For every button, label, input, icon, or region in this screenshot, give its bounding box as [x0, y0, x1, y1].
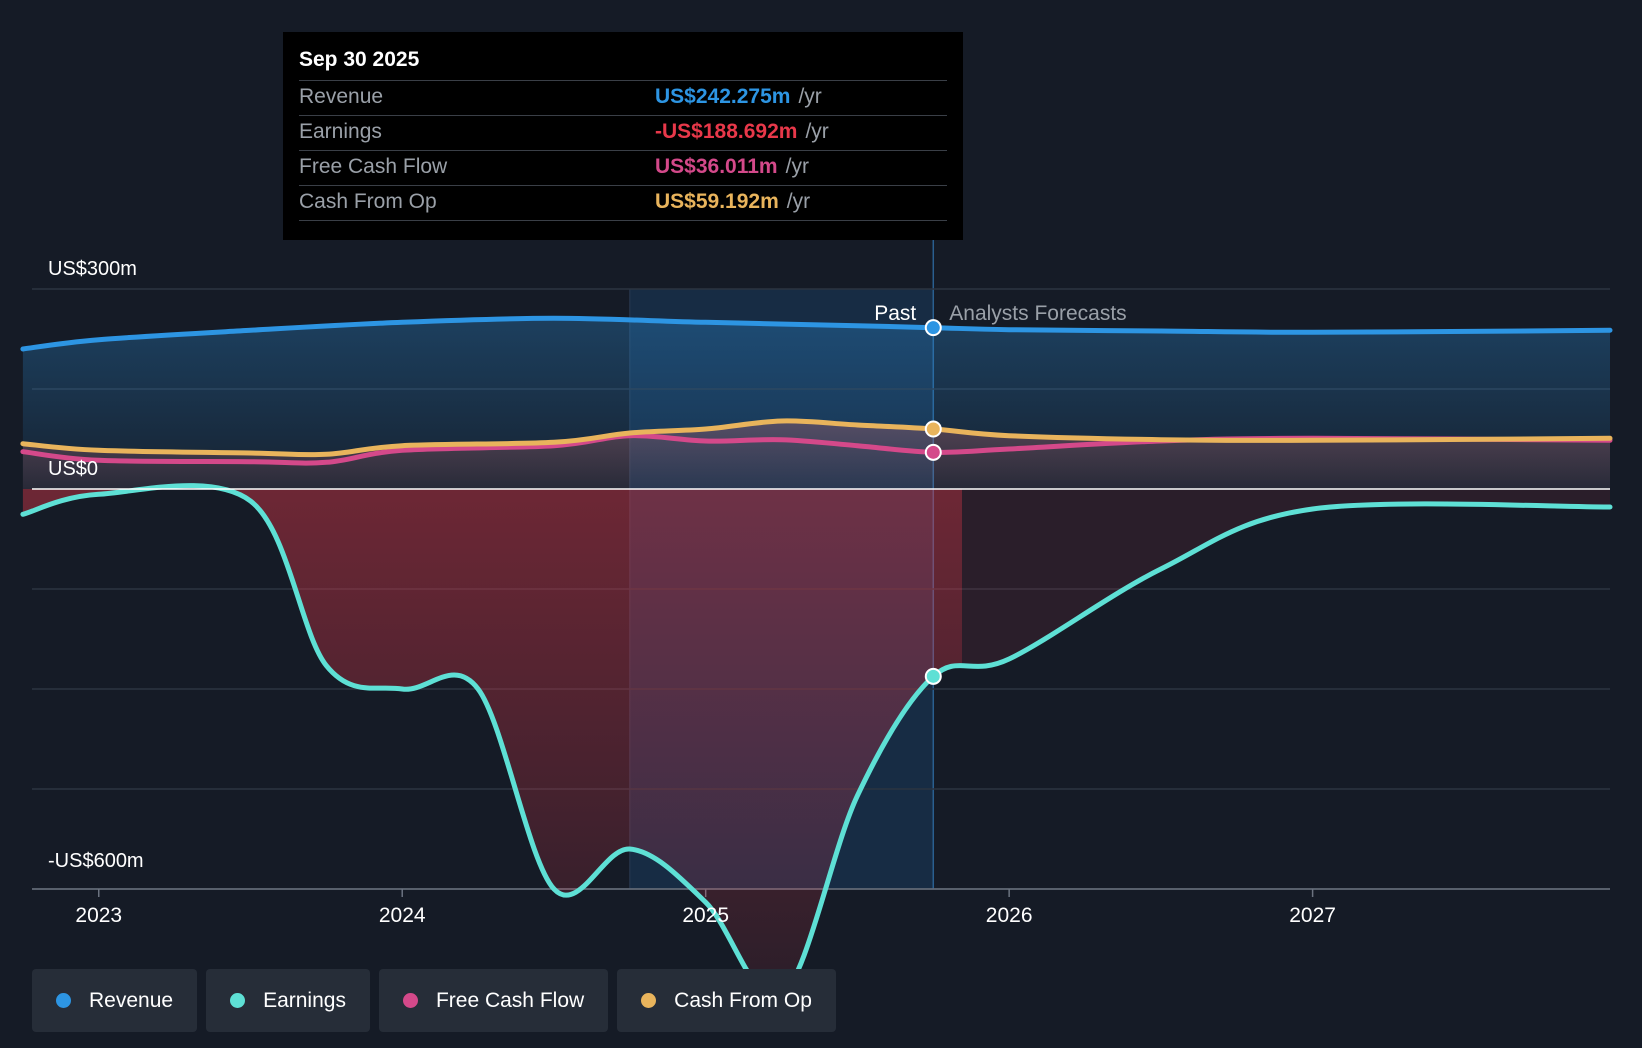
cash-from-op-area [22, 420, 1611, 489]
legend-dot-icon [56, 993, 71, 1008]
forecast-label: Analysts Forecasts [949, 302, 1126, 325]
tooltip-unit: /yr [798, 85, 822, 108]
y-tick-label: -US$600m [48, 850, 144, 872]
tooltip-unit: /yr [786, 190, 811, 213]
y-tick-label: US$300m [48, 258, 137, 280]
line-revenue [20, 315, 1613, 352]
tooltip-label: Free Cash Flow [299, 155, 448, 178]
legend: Revenue Earnings Free Cash Flow Cash Fro… [32, 969, 836, 1032]
y-tick-label: US$0 [48, 458, 98, 480]
past-label: Past [874, 302, 916, 325]
tooltip-row-cash-from-op: Cash From Op US$59.192m /yr [299, 186, 947, 221]
tooltip-label: Cash From Op [299, 190, 437, 213]
legend-dot-icon [230, 993, 246, 1008]
lines-layer [20, 315, 1613, 1001]
tooltip-row-free-cash-flow: Free Cash Flow US$36.011m /yr [299, 151, 947, 186]
tooltip-row-revenue: Revenue US$242.275m /yr [299, 81, 947, 116]
x-tick-label: 2024 [379, 904, 426, 927]
tooltip-value: US$242.275m [655, 85, 791, 108]
legend-label: Free Cash Flow [435, 988, 585, 1012]
tooltip-unit: /yr [805, 120, 829, 143]
legend-item-cash-from-op[interactable]: Cash From Op [617, 969, 836, 1032]
tooltip-value: -US$188.692m [655, 120, 798, 143]
legend-item-free-cash-flow[interactable]: Free Cash Flow [378, 969, 609, 1032]
legend-item-revenue[interactable]: Revenue [32, 969, 198, 1032]
marker-cash-from-op [924, 420, 942, 438]
earnings-area-forecast [962, 489, 1610, 667]
tooltip-label: Revenue [299, 85, 384, 108]
tooltip: Sep 30 2025 Revenue US$242.275m /yr Earn… [283, 32, 963, 240]
legend-dot-icon [402, 993, 418, 1008]
legend-label: Revenue [89, 988, 174, 1012]
tooltip-date: Sep 30 2025 [299, 46, 947, 81]
labels-layer: US$300m US$0 -US$600m 2023 2024 2025 2026 2027 P… [48, 258, 1336, 927]
legend-item-earnings[interactable]: Earnings [206, 969, 370, 1032]
tooltip-unit: /yr [785, 155, 809, 178]
legend-dot-icon [641, 993, 657, 1008]
marker-revenue [924, 319, 942, 337]
legend-label: Cash From Op [674, 988, 812, 1012]
line-cash-from-op [20, 418, 1613, 458]
x-tick-label: 2026 [986, 904, 1033, 927]
tooltip-value: US$59.192m [655, 190, 779, 213]
markers-layer [924, 319, 942, 685]
earnings-area-past [22, 485, 962, 999]
x-tick-label: 2025 [682, 904, 729, 927]
x-tick-label: 2023 [75, 904, 122, 927]
legend-label: Earnings [263, 988, 346, 1012]
x-tick-label: 2027 [1289, 904, 1336, 927]
line-earnings [20, 483, 1613, 1001]
tooltip-row-earnings: Earnings -US$188.692m /yr [299, 116, 947, 151]
tooltip-label: Earnings [299, 120, 382, 143]
tooltip-value: US$36.011m [655, 155, 778, 178]
marker-earnings [924, 667, 942, 685]
marker-free-cash-flow [924, 443, 942, 461]
